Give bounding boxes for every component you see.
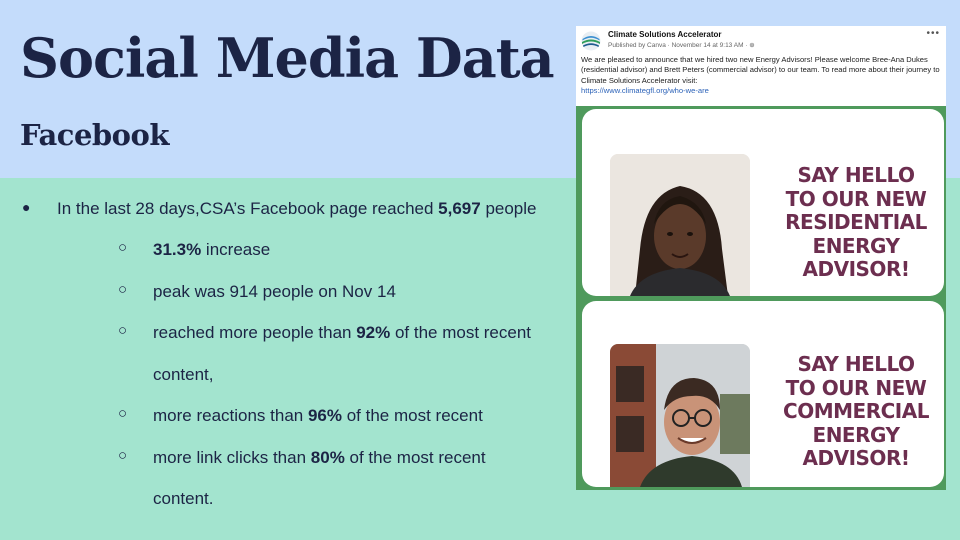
- sub-bullet-icon: ○: [118, 322, 128, 339]
- post-meta: Published by Canva · November 14 at 9:13…: [608, 42, 755, 49]
- post-header: Climate Solutions Accelerator Published …: [576, 26, 946, 106]
- stat-peak: peak was 914 people on Nov 14: [153, 282, 396, 301]
- stat-reach-compare: reached more people than 92% of the most…: [153, 323, 532, 342]
- post-text: We are pleased to announce that we hired…: [581, 55, 940, 85]
- page-logo-icon: [581, 31, 601, 51]
- sub-bullet-icon: ○: [118, 405, 128, 422]
- person-portrait-icon: [610, 344, 750, 487]
- announcement-panel-commercial: SAY HELLO TO OUR NEW COMMERCIAL ENERGY A…: [582, 301, 944, 487]
- stat-link-clicks: more link clicks than 80% of the most re…: [153, 448, 486, 467]
- facebook-post-screenshot: Climate Solutions Accelerator Published …: [576, 26, 946, 490]
- announcement-panel-residential: SAY HELLO TO OUR NEW RESIDENTIAL ENERGY …: [582, 109, 944, 296]
- stat-reach-main: In the last 28 days,CSA’s Facebook page …: [57, 199, 537, 218]
- person-portrait-icon: [610, 154, 750, 296]
- page-name[interactable]: Climate Solutions Accelerator: [608, 30, 722, 39]
- sub-bullet-icon: ○: [118, 239, 128, 256]
- slide-title: Social Media Data: [20, 26, 555, 90]
- bullet-icon: ●: [22, 199, 31, 215]
- post-link[interactable]: https://www.climategfl.org/who-we-are: [581, 86, 709, 95]
- sub-bullet-icon: ○: [118, 447, 128, 464]
- more-options-icon[interactable]: •••: [926, 28, 940, 39]
- stat-reach-compare-cont: content,: [153, 365, 214, 384]
- stat-reactions: more reactions than 96% of the most rece…: [153, 406, 483, 425]
- post-image: SAY HELLO TO OUR NEW RESIDENTIAL ENERGY …: [576, 106, 946, 490]
- stats-list: ● In the last 28 days,CSA’s Facebook pag…: [22, 199, 537, 508]
- sub-bullet-icon: ○: [118, 281, 128, 298]
- announcement-text: SAY HELLO TO OUR NEW RESIDENTIAL ENERGY …: [785, 163, 927, 281]
- stat-link-clicks-cont: content.: [153, 489, 214, 508]
- advisor-photo-residential: [610, 154, 750, 296]
- announcement-text: SAY HELLO TO OUR NEW COMMERCIAL ENERGY A…: [783, 352, 929, 470]
- stat-increase: 31.3% increase: [153, 240, 271, 259]
- slide-subtitle: Facebook: [20, 118, 169, 152]
- advisor-photo-commercial: [610, 344, 750, 487]
